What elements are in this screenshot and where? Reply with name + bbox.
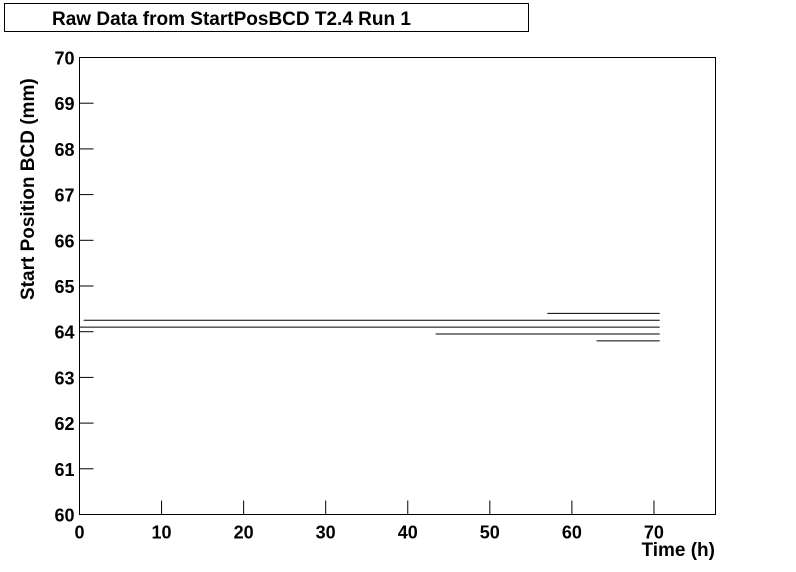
y-tick-label: 67 <box>54 186 74 206</box>
y-tick-label: 60 <box>54 506 74 526</box>
x-tick-label: 70 <box>644 523 664 543</box>
y-tick-label: 69 <box>54 94 74 114</box>
y-tick-label: 65 <box>54 277 74 297</box>
y-tick-label: 64 <box>54 323 74 343</box>
x-tick-label: 50 <box>480 523 500 543</box>
x-tick-label: 20 <box>234 523 254 543</box>
y-tick-label: 63 <box>54 368 74 388</box>
x-axis-label: Time (h) <box>641 540 715 561</box>
y-tick-label: 61 <box>54 460 74 480</box>
x-tick-label: 40 <box>398 523 418 543</box>
y-axis-label: Start Position BCD (mm) <box>18 78 39 300</box>
chart-title: Raw Data from StartPosBCD T2.4 Run 1 <box>52 9 411 30</box>
x-tick-label: 10 <box>152 523 172 543</box>
y-tick-label: 68 <box>54 140 74 160</box>
title-box <box>4 3 529 32</box>
y-tick-label: 70 <box>54 49 74 69</box>
y-tick-label: 66 <box>54 231 74 251</box>
x-tick-label: 60 <box>562 523 582 543</box>
x-tick-label: 30 <box>316 523 336 543</box>
x-tick-label: 0 <box>74 523 84 543</box>
y-tick-label: 62 <box>54 414 74 434</box>
